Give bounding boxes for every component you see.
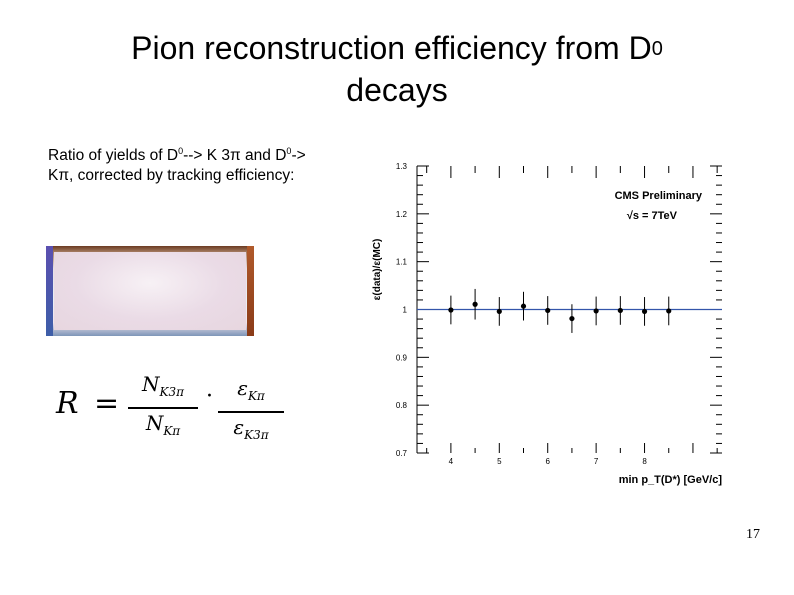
y-tick-label: 1.1 bbox=[396, 258, 408, 267]
formula-dot: · bbox=[206, 384, 213, 409]
x-tick-label: 4 bbox=[449, 457, 454, 466]
y-axis-label: ε(data)/ε(MC) bbox=[372, 239, 383, 301]
formula-equals: = bbox=[94, 386, 120, 421]
data-point bbox=[617, 307, 623, 314]
page-number: 17 bbox=[746, 527, 760, 542]
data-point bbox=[569, 315, 575, 322]
data-point bbox=[496, 308, 502, 315]
efficiency-fraction: εKπ εK3π bbox=[218, 376, 284, 447]
decay-image-inner bbox=[54, 252, 246, 330]
fraction2-denominator: εK3π bbox=[233, 415, 269, 442]
x-tick-label: 5 bbox=[497, 457, 502, 466]
fraction2-numerator: εKπ bbox=[237, 376, 265, 403]
title-superscript: 0 bbox=[651, 38, 663, 60]
y-tick-label: 0.9 bbox=[396, 353, 408, 362]
slide-title-line2: decays bbox=[346, 72, 448, 108]
desc-sup2: 0 bbox=[286, 145, 292, 156]
x-tick-label: 7 bbox=[594, 457, 599, 466]
desc-part3: -> Kπ, corrected by tracking efficiency: bbox=[48, 147, 306, 184]
decay-image bbox=[46, 246, 254, 336]
data-point bbox=[641, 308, 648, 315]
data-point bbox=[520, 303, 527, 309]
formula-lhs: R bbox=[56, 386, 79, 421]
y-tick-label: 1.2 bbox=[396, 210, 408, 219]
slide-title: Pion reconstruction efficiency from D0 bbox=[40, 28, 754, 73]
energy-label: √s = 7TeV bbox=[627, 210, 678, 222]
y-tick-label: 1.3 bbox=[396, 162, 408, 171]
fraction1-numerator: NK3π bbox=[142, 372, 184, 399]
fraction1-denominator: NKπ bbox=[145, 411, 181, 438]
desc-part2: --> K 3π and D bbox=[183, 147, 287, 164]
fraction1-bar bbox=[128, 407, 198, 409]
data-point bbox=[593, 308, 599, 314]
data-point bbox=[666, 308, 672, 314]
yield-fraction: NK3π NKπ bbox=[128, 372, 198, 443]
y-tick-label: 0.8 bbox=[396, 401, 408, 410]
y-tick-label: 0.7 bbox=[396, 449, 408, 458]
efficiency-ratio-chart: 0.7 0.8 0.9 1 1.1 1.2 1.3 4 5 6 7 8 ε(data)/ε(MC) min… bbox=[360, 155, 732, 495]
desc-part1: Ratio of yields of D bbox=[48, 147, 179, 164]
data-point bbox=[472, 301, 478, 307]
desc-sup1: 0 bbox=[178, 145, 184, 156]
y-tick-label: 1 bbox=[403, 306, 408, 315]
slide-title-text: Pion reconstruction efficiency from D bbox=[131, 30, 652, 66]
x-axis-label: min p_T(D*) [GeV/c] bbox=[619, 474, 723, 486]
data-point bbox=[545, 307, 551, 314]
x-tick-label: 8 bbox=[642, 457, 647, 466]
chart-svg: 0.7 0.8 0.9 1 1.1 1.2 1.3 4 5 6 7 8 ε(data)/ε(MC) min… bbox=[372, 162, 723, 486]
fraction2-bar bbox=[218, 411, 284, 413]
x-tick-label: 6 bbox=[545, 457, 550, 466]
description-text: Ratio of yields of D0--> K 3π and D0-> K… bbox=[48, 146, 313, 185]
cms-preliminary-label: CMS Preliminary bbox=[615, 190, 703, 202]
data-point bbox=[448, 307, 454, 313]
